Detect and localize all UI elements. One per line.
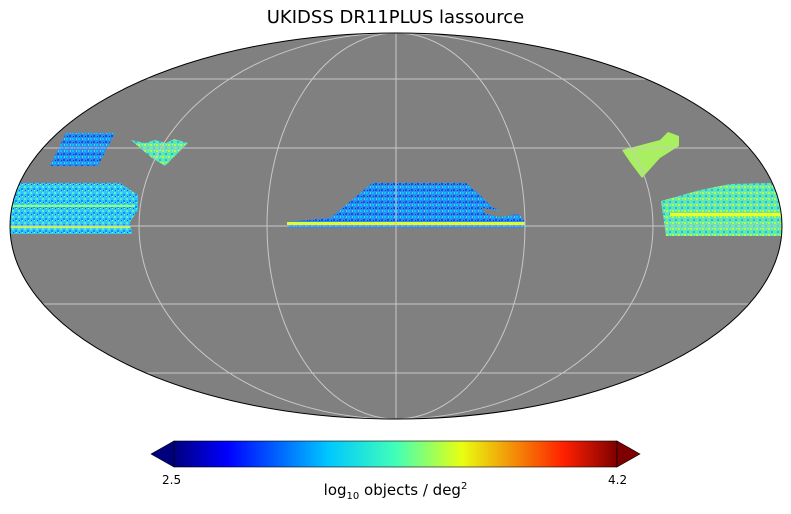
coverage-left-edge-strip	[10, 183, 138, 234]
coverage-upper-left-patch	[50, 133, 115, 166]
map-outline	[9, 32, 783, 420]
coverage-right-edge-strip	[661, 183, 782, 236]
coverage-streak	[670, 213, 782, 216]
coverage-streak	[10, 226, 130, 228]
coverage-streak	[10, 205, 135, 207]
coverage-upper-right-wedge	[622, 132, 679, 178]
chart-title: UKIDSS DR11PLUS lassource	[266, 7, 525, 28]
coverage-streak	[287, 222, 525, 225]
colorbar-label-log: log	[323, 481, 347, 499]
coverage-equatorial-center	[287, 183, 525, 228]
colorbar-gradient	[173, 440, 618, 468]
coverage-equatorial-notch	[482, 208, 515, 217]
colorbar-tick-min: 2.5	[162, 473, 182, 487]
colorbar-label-subscript: 10	[346, 491, 360, 502]
colorbar-label-units: objects / deg	[359, 481, 461, 499]
colorbar	[150, 440, 641, 468]
colorbar-label: log10 objects / deg2	[0, 481, 791, 502]
coverage-upper-left-wedge	[131, 139, 188, 166]
colorbar-extend-left	[150, 440, 175, 468]
colorbar-extend-right	[616, 440, 641, 468]
colorbar-tick-max: 4.2	[608, 473, 628, 487]
colorbar-label-superscript: 2	[460, 481, 468, 492]
